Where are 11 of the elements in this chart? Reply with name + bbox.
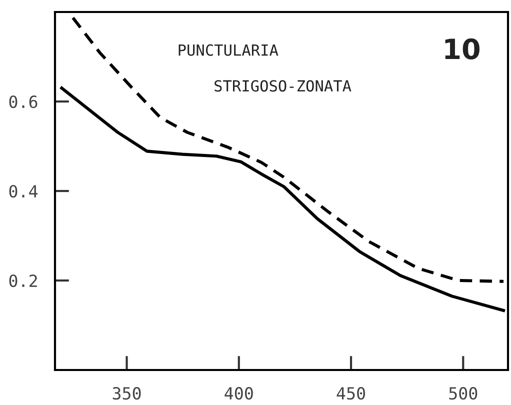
y-tick-label: 0.4 [9,185,38,198]
line-series [71,16,506,283]
x-tick-label: 500 [449,387,478,400]
annotation: STRIGOSO-ZONATA [214,80,352,92]
annotation: PUNCTULARIA [178,44,278,56]
y-tick-label: 0.2 [9,274,37,288]
annotation: 10 [445,38,480,60]
x-tick-label: 350 [112,387,141,400]
x-tick-label: 450 [336,387,365,400]
y-tick-label: 0.6 [9,96,38,108]
x-tick-label: 400 [224,387,253,400]
